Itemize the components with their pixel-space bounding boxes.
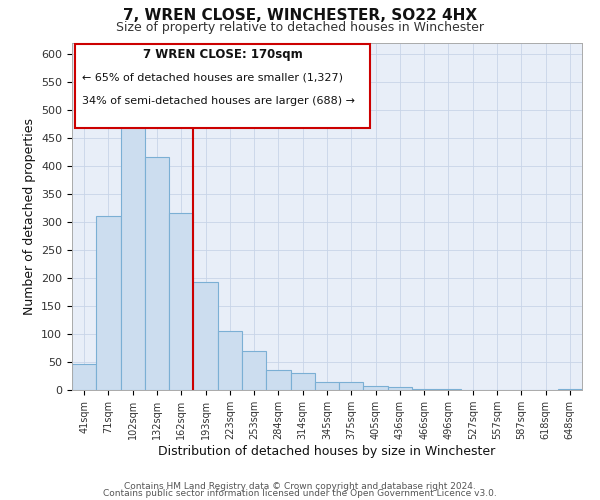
Text: 34% of semi-detached houses are larger (688) →: 34% of semi-detached houses are larger (…	[82, 96, 355, 106]
Text: Size of property relative to detached houses in Winchester: Size of property relative to detached ho…	[116, 21, 484, 34]
Bar	[388, 387, 412, 390]
Bar	[145, 158, 169, 390]
Bar	[218, 331, 242, 390]
Bar	[72, 364, 96, 390]
Bar	[169, 214, 193, 390]
Bar	[121, 121, 145, 390]
Bar	[242, 352, 266, 390]
Bar	[339, 382, 364, 390]
Bar	[412, 389, 436, 390]
Text: 7 WREN CLOSE: 170sqm: 7 WREN CLOSE: 170sqm	[143, 48, 302, 60]
Bar	[364, 386, 388, 390]
Text: ← 65% of detached houses are smaller (1,327): ← 65% of detached houses are smaller (1,…	[82, 72, 343, 82]
Text: Contains public sector information licensed under the Open Government Licence v3: Contains public sector information licen…	[103, 490, 497, 498]
Bar	[315, 382, 339, 390]
X-axis label: Distribution of detached houses by size in Winchester: Distribution of detached houses by size …	[158, 445, 496, 458]
Bar	[193, 282, 218, 390]
FancyBboxPatch shape	[74, 44, 370, 128]
Y-axis label: Number of detached properties: Number of detached properties	[23, 118, 35, 315]
Text: Contains HM Land Registry data © Crown copyright and database right 2024.: Contains HM Land Registry data © Crown c…	[124, 482, 476, 491]
Text: 7, WREN CLOSE, WINCHESTER, SO22 4HX: 7, WREN CLOSE, WINCHESTER, SO22 4HX	[123, 8, 477, 22]
Bar	[290, 373, 315, 390]
Bar	[266, 370, 290, 390]
Bar	[96, 216, 121, 390]
